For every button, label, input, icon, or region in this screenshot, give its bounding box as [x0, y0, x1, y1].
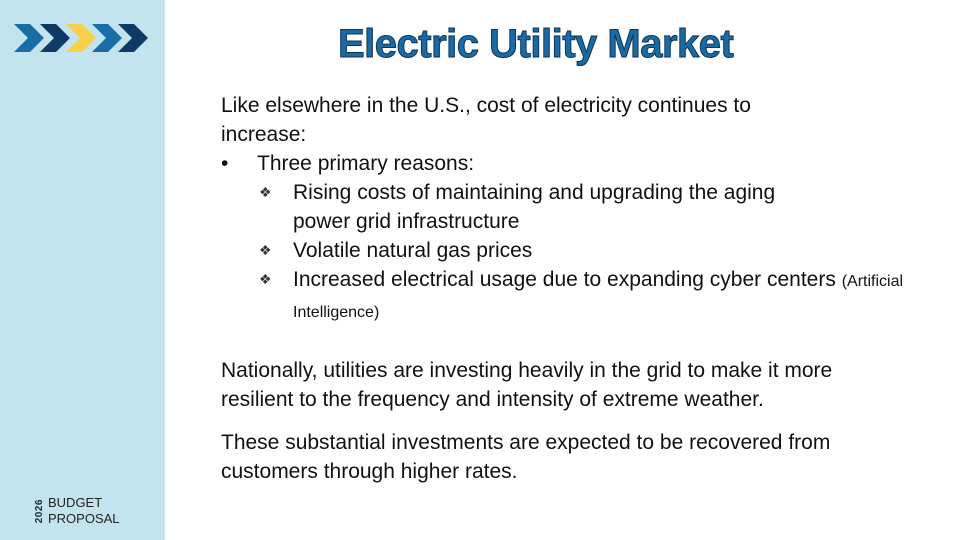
paragraph-investment: Nationally, utilities are investing heav… [221, 359, 833, 411]
footer-line2: PROPOSAL [48, 511, 120, 526]
chevrons-logo-icon [14, 24, 148, 52]
list-item: ❖ Volatile natural gas prices [221, 236, 921, 265]
page-title: Electric Utility Market [337, 22, 734, 67]
sidebar: 2026 BUDGET PROPOSAL [0, 0, 165, 540]
bullet-icon: • [221, 152, 229, 175]
reason-text: Volatile natural gas prices [293, 239, 533, 262]
reason-note: (Artificial Intelligence) [293, 273, 904, 321]
diamond-bullet-icon: ❖ [259, 242, 272, 258]
diamond-bullet-icon: ❖ [259, 271, 272, 287]
reason-text: Increased electrical usage due to expand… [293, 268, 836, 291]
list-item: ❖ Rising costs of maintaining and upgradi… [221, 178, 813, 236]
year: 2026 [34, 498, 45, 524]
slide-body: Like elsewhere in the U.S., cost of elec… [221, 91, 921, 486]
list-item: ❖ Increased electrical usage due to expan… [221, 265, 933, 327]
budget-proposal-label: 2026 BUDGET PROPOSAL [34, 495, 120, 527]
bullet-text: Three primary reasons: [257, 152, 475, 175]
reason-text: Rising costs of maintaining and upgradin… [293, 181, 776, 233]
paragraph-recovery: These substantial investments are expect… [221, 431, 831, 483]
bullet-item: • Three primary reasons: [221, 149, 921, 178]
diamond-bullet-icon: ❖ [259, 184, 272, 200]
intro-text: Like elsewhere in the U.S., cost of elec… [221, 94, 751, 146]
footer-line1: BUDGET [48, 495, 103, 510]
